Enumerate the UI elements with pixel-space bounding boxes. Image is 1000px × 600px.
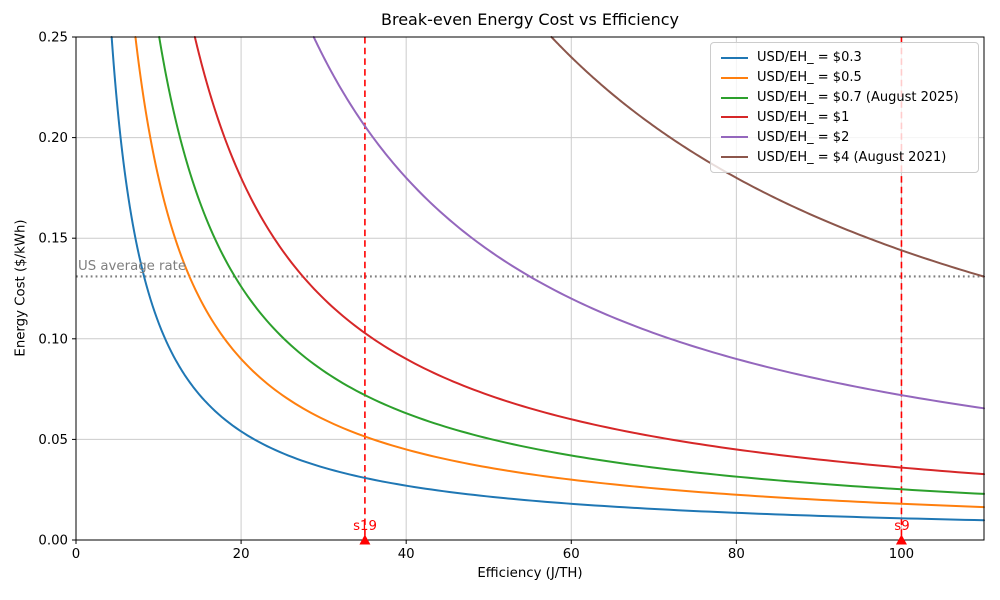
legend-line-swatch: [721, 56, 748, 59]
plot-spines: [75, 36, 985, 541]
legend-item: USD/EH_ = $1: [711, 107, 978, 127]
annotation-s9: s9: [894, 519, 910, 534]
chart-title: Break-even Energy Cost vs Efficiency: [381, 10, 679, 29]
legend-item-label: USD/EH_ = $4 (August 2021): [757, 149, 947, 165]
curve-0.3: [110, 36, 985, 522]
marker-triangle-s9: [895, 534, 907, 545]
legend-item-label: USD/EH_ = $1: [757, 109, 850, 125]
x-tick-label: 20: [233, 547, 250, 562]
curve-1: [193, 36, 985, 476]
x-axis-label: Efficiency (J/TH): [477, 566, 583, 581]
y-tick-label: 0.05: [38, 433, 68, 448]
x-tick-label: 80: [728, 547, 745, 562]
y-tick-label: 0.20: [38, 131, 68, 146]
legend-line-swatch: [721, 136, 748, 139]
legend-item: USD/EH_ = $4 (August 2021): [711, 147, 978, 167]
legend-item-label: USD/EH_ = $0.7 (August 2025): [757, 90, 959, 106]
legend-line-swatch: [721, 96, 748, 99]
legend-item: USD/EH_ = $0.5: [711, 68, 978, 88]
y-tick-label: 0.25: [38, 31, 68, 46]
us-average-rate-label: US average rate: [78, 259, 187, 274]
legend-item: USD/EH_ = $0.7 (August 2025): [711, 88, 978, 108]
legend: USD/EH_ = $0.3 USD/EH_ = $0.5 USD/EH_ = …: [710, 42, 979, 173]
y-tick-label: 0.00: [38, 534, 68, 549]
legend-item-label: USD/EH_ = $2: [757, 129, 850, 145]
legend-item-label: USD/EH_ = $0.5: [757, 70, 862, 86]
marker-triangle-s19: [359, 534, 371, 545]
legend-item: USD/EH_ = $0.3: [711, 48, 978, 68]
y-tick-label: 0.10: [38, 332, 68, 347]
legend-line-swatch: [721, 156, 748, 159]
x-tick-label: 60: [563, 547, 580, 562]
legend-item-label: USD/EH_ = $0.3: [757, 50, 862, 66]
legend-line-swatch: [721, 116, 748, 119]
y-axis-label: Energy Cost ($/kWh): [13, 219, 29, 357]
curve-2: [312, 36, 985, 410]
curve-0.5: [134, 36, 985, 509]
y-tick-label: 0.15: [38, 232, 68, 247]
curve-4: [550, 36, 985, 278]
x-tick-label: 40: [398, 547, 415, 562]
annotation-s19: s19: [353, 519, 377, 534]
legend-item: USD/EH_ = $2: [711, 127, 978, 147]
curve-0.7: [158, 36, 985, 495]
legend-line-swatch: [721, 76, 748, 79]
x-tick-label: 100: [889, 547, 914, 562]
x-tick-label: 0: [72, 547, 80, 562]
